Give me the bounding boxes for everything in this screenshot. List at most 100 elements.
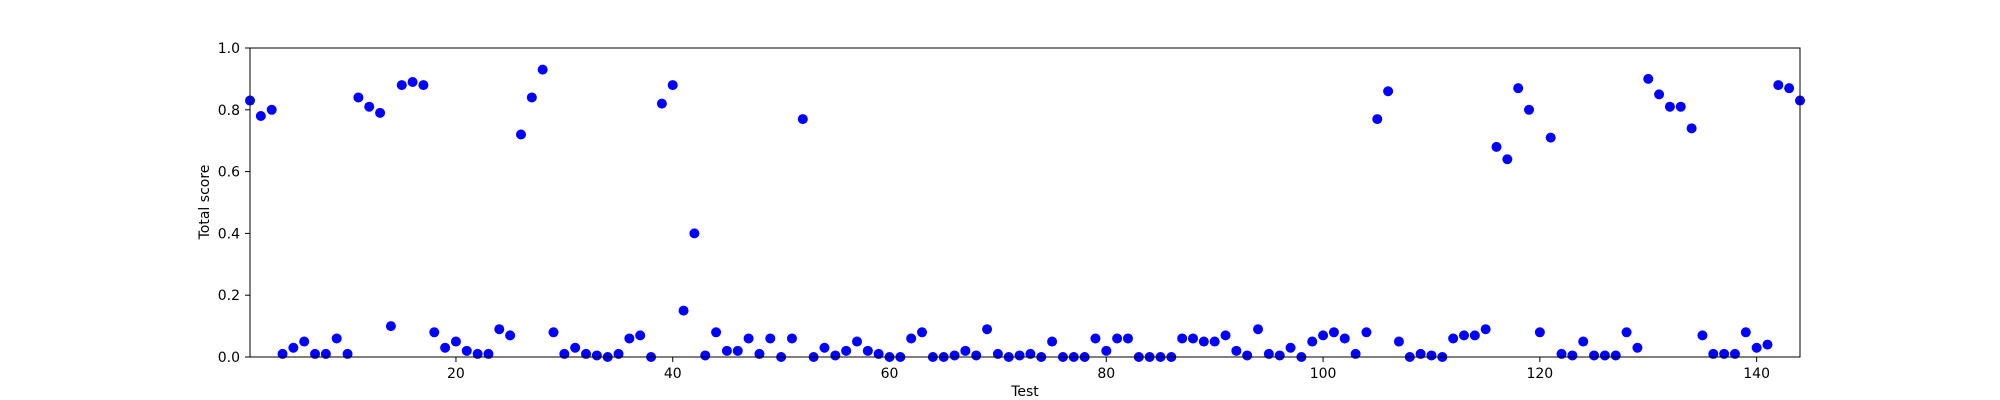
data-point [1654,89,1665,100]
data-point [591,350,602,361]
data-point [1415,348,1426,359]
y-tick-label: 0.0 [218,350,240,366]
y-axis: 0.0 0.2 0.4 0.6 0.8 1.0 [218,41,250,366]
data-point [1448,333,1459,344]
data-point [1458,330,1469,341]
y-tick-label: 0.4 [218,226,240,242]
data-point [1318,330,1329,341]
x-tick-label: 40 [664,366,682,382]
data-point [396,80,407,91]
data-point [331,333,342,344]
data-point [1253,324,1264,335]
data-point [743,333,754,344]
data-point [689,228,700,239]
data-point [440,342,451,353]
data-point [1632,342,1643,353]
y-axis-title: Total score [197,165,213,241]
data-point [1513,83,1524,94]
data-point [1383,86,1394,97]
data-point [1697,330,1708,341]
data-point [526,92,537,103]
data-point [711,327,722,338]
data-point [819,342,830,353]
data-point [1274,350,1285,361]
data-point [429,327,440,338]
data-point [1177,333,1188,344]
data-point [949,350,960,361]
data-point [1025,348,1036,359]
x-axis: 20 40 60 80 100 120 140 [447,357,1770,382]
data-point [700,350,711,361]
data-point [613,348,624,359]
data-point [277,348,288,359]
data-point [1328,327,1339,338]
data-point [342,348,353,359]
data-point [830,350,841,361]
data-point [1469,330,1480,341]
y-tick-label: 0.2 [218,288,240,304]
data-point [1675,101,1686,112]
data-point [407,76,418,87]
plot-area-frame [249,47,1801,358]
data-point [960,345,971,356]
data-point [385,321,396,332]
data-point [917,327,928,338]
data-point [1188,333,1199,344]
data-point [472,348,483,359]
data-point [1372,114,1383,125]
data-point [797,114,808,125]
data-point [288,342,299,353]
x-tick-label: 60 [881,366,899,382]
data-point [1686,123,1697,134]
data-point [1122,333,1133,344]
data-point [1740,327,1751,338]
data-point [1578,336,1589,347]
data-point [1729,348,1740,359]
data-point [266,104,277,115]
data-points [245,64,1805,362]
data-point [1014,350,1025,361]
data-point [1361,327,1372,338]
data-point [624,333,635,344]
data-point [320,348,331,359]
data-point [1047,336,1058,347]
data-point [418,80,429,91]
data-point [364,101,375,112]
data-point [375,107,386,118]
data-point [1209,336,1220,347]
data-point [1784,83,1795,94]
data-point [721,345,732,356]
data-point [1545,132,1556,143]
data-point [982,324,993,335]
data-point [548,327,559,338]
data-point [310,348,321,359]
data-point [873,348,884,359]
data-point [1610,350,1621,361]
data-point [656,98,667,109]
data-point [559,348,570,359]
data-point [732,345,743,356]
data-point [1101,345,1112,356]
x-tick-label: 120 [1526,366,1553,382]
data-point [1090,333,1101,344]
data-point [1231,345,1242,356]
data-point [1534,327,1545,338]
data-point [906,333,917,344]
data-point [1307,336,1318,347]
data-point [255,110,266,121]
data-point [1502,154,1513,165]
x-tick-label: 140 [1743,366,1770,382]
data-point [1762,339,1773,350]
data-point [494,324,505,335]
x-tick-label: 100 [1310,366,1337,382]
data-point [1556,348,1567,359]
data-point [483,348,494,359]
data-point [841,345,852,356]
data-point [570,342,581,353]
data-point [299,336,310,347]
data-point [1339,333,1350,344]
data-point [971,350,982,361]
data-point [1708,348,1719,359]
data-point [1524,104,1535,115]
